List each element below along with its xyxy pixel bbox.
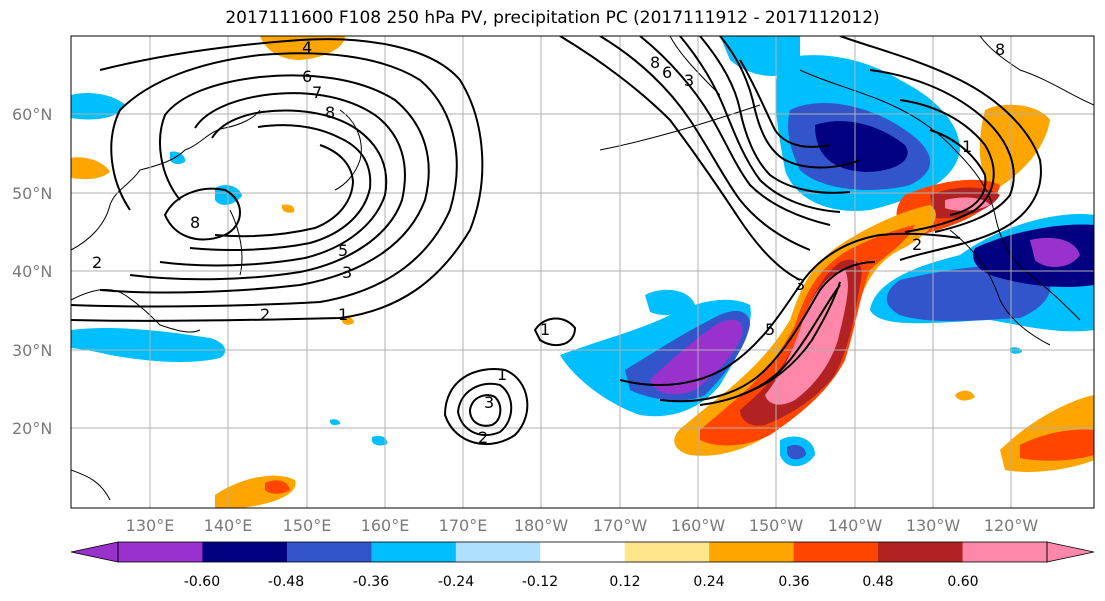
contour-label: 3 [484,393,494,412]
contour-label: 6 [662,63,672,82]
colorbar-swatch [709,542,795,562]
contour-label: 8 [325,103,335,122]
colorbar-tick-label: -0.36 [353,574,389,590]
colorbar-swatch [793,542,879,562]
lon-label: 160°E [361,516,410,535]
lon-label: 170°W [593,516,648,535]
contour-label: 1 [540,320,550,339]
colorbar-tick-label: 0.24 [693,574,724,590]
contour-label: 3 [342,263,352,282]
pv-contour-north-trough [559,36,801,281]
coastline-asia [71,109,261,251]
contour-label: 5 [338,241,348,260]
coastline-kamchatka [334,109,362,191]
contour-label: 1 [338,305,348,324]
contour-label: 4 [302,38,312,57]
colorbar-tick-labels: -0.60 -0.48 -0.36 -0.24 -0.12 0.12 0.24 … [184,574,979,590]
longitude-labels: 130°E 140°E 150°E 160°E 170°E 180°W 170°… [126,516,1039,535]
pv-contour-japan-sea-closed [163,187,241,241]
contour-label: 8 [650,53,660,72]
lon-label: 130°E [126,516,175,535]
pv-contour-central-closed [443,368,529,445]
lat-label: 20°N [12,419,52,438]
lon-label: 140°W [828,516,883,535]
lat-label: 40°N [12,262,52,281]
contour-label: 2 [92,253,102,272]
contour-label: 7 [312,83,322,102]
gridlines [71,36,1094,508]
colorbar-swatch [455,542,541,562]
colorbar-extend-max-arrow [1046,541,1095,563]
lon-label: 130°W [906,516,961,535]
colorbar-extend-min-arrow [70,541,119,563]
lat-label: 50°N [12,184,52,203]
contour-label: 6 [302,67,312,86]
colorbar-swatch [878,542,964,562]
lon-label: 140°E [204,516,253,535]
contour-label: 1 [962,137,972,156]
colorbar-swatch [624,542,710,562]
contour-label: 3 [684,71,694,90]
colorbar-tick-label: -0.24 [438,574,474,590]
colorbar-tick-label: -0.12 [522,574,558,590]
coastline-layer [71,36,1094,501]
colorbar-tick-label: -0.48 [268,574,304,590]
colorbar-swatch [962,542,1048,562]
colorbar-outline [117,541,1048,563]
pv-contour-northeast-ridge [839,36,1042,261]
colorbar-tick-label: 0.36 [778,574,809,590]
contour-label: 8 [995,40,1005,59]
lon-label: 170°E [439,516,488,535]
colorbar-tick-label: -0.60 [184,574,220,590]
colorbar-swatch [371,542,457,562]
contour-label: 5 [765,320,775,339]
lon-label: 160°W [671,516,726,535]
colorbar [70,541,1095,563]
lat-label: 30°N [12,341,52,360]
lon-label: 150°E [283,516,332,535]
contour-label: 1 [497,365,507,384]
contour-label: 2 [260,305,270,324]
lat-label: 60°N [12,105,52,124]
colorbar-swatch [540,542,626,562]
coastline-north-america [799,69,1081,321]
colorbar-tick-label: 0.60 [947,574,978,590]
colorbar-tick-label: 0.12 [609,574,640,590]
contour-label: 8 [190,213,200,232]
colorbar-swatch [202,542,288,562]
map-frame [70,35,1095,509]
map-title: 2017111600 F108 250 hPa PV, precipitatio… [225,8,880,28]
colorbar-swatch [118,542,203,562]
pv-contour-small-closed [533,317,577,347]
pv-contour-main-trough [619,232,961,386]
contour-label: 2 [912,235,922,254]
latitude-labels: 60°N 50°N 40°N 30°N 20°N [12,105,52,438]
pv-contour-labels: 4 6 7 8 8 5 3 2 1 1 1 2 3 3 5 8 1 2 8 6 … [92,38,1005,447]
colorbar-swatch [286,542,372,562]
colorbar-tick-label: 0.48 [862,574,893,590]
contour-label: 3 [795,275,805,294]
pv-contour-layer [71,36,1042,445]
lon-label: 180°W [514,516,569,535]
lon-label: 120°W [984,516,1039,535]
contour-label: 2 [478,428,488,447]
lon-label: 150°W [749,516,804,535]
pv-contour-west-outer [71,38,484,322]
